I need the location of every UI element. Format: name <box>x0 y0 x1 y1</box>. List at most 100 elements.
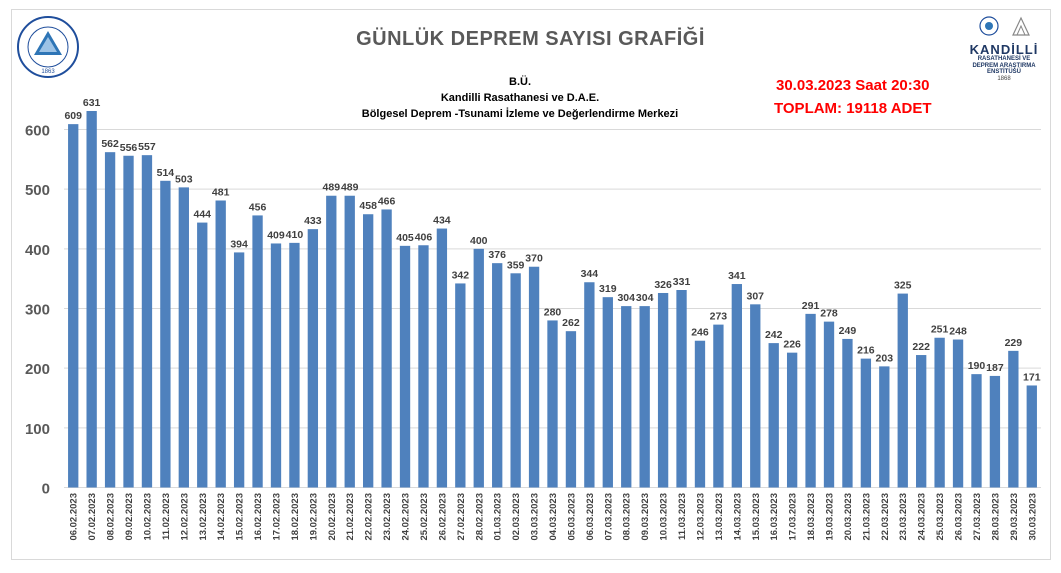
x-tick-label: 14.03.2023 <box>732 493 743 541</box>
subtitle-center: Bölgesel Deprem -Tsunami İzleme ve Değer… <box>361 108 679 120</box>
x-tick-label: 20.03.2023 <box>843 493 854 541</box>
bar <box>621 306 632 488</box>
bar <box>362 214 374 488</box>
x-tick-label: 27.03.2023 <box>972 493 983 541</box>
kandilli-line3: ENSTİTÜSÜ <box>986 69 1021 75</box>
x-tick-label: 20.02.2023 <box>327 493 338 541</box>
x-tick-label: 26.02.2023 <box>437 493 448 541</box>
kandilli-emblem-icon <box>979 16 1030 36</box>
x-tick-label: 21.03.2023 <box>861 493 872 541</box>
x-tick-label: 11.03.2023 <box>677 493 688 540</box>
chart-title: GÜNLÜK DEPREM SAYISI GRAFİĞİ <box>356 28 705 50</box>
x-tick-label: 16.03.2023 <box>769 493 780 541</box>
data-label: 458 <box>359 200 377 212</box>
x-tick-label: 10.02.2023 <box>142 493 153 541</box>
bar <box>270 243 282 488</box>
data-label: 562 <box>101 138 119 150</box>
x-tick-label: 07.03.2023 <box>603 493 614 541</box>
x-tick-label: 25.03.2023 <box>935 493 946 541</box>
x-tick-label: 17.03.2023 <box>788 493 799 541</box>
y-tick-label: 300 <box>25 302 50 319</box>
x-tick-label: 06.02.2023 <box>69 493 80 541</box>
x-tick-label: 03.03.2023 <box>530 493 541 541</box>
bar <box>584 282 595 488</box>
y-tick-label: 0 <box>42 481 50 498</box>
bar <box>750 304 761 488</box>
bar <box>565 331 577 488</box>
x-tick-label: 06.03.2023 <box>585 493 596 541</box>
y-tick-label: 200 <box>25 361 50 378</box>
x-tick-label: 10.03.2023 <box>659 493 670 541</box>
bar <box>694 340 706 488</box>
bar <box>952 339 964 488</box>
x-tick-label: 22.02.2023 <box>364 493 375 541</box>
x-tick-label: 18.02.2023 <box>290 493 301 541</box>
bar <box>731 284 743 488</box>
data-label: 370 <box>525 253 543 265</box>
x-tick-label: 12.02.2023 <box>179 493 190 541</box>
bar <box>289 242 300 488</box>
bar <box>786 352 798 488</box>
bar <box>897 293 908 488</box>
y-tick-label: 600 <box>25 123 50 140</box>
bar <box>805 313 816 488</box>
bar <box>141 155 153 488</box>
bar <box>492 263 503 488</box>
bar <box>1008 350 1019 488</box>
bar <box>233 252 245 488</box>
x-tick-label: 21.02.2023 <box>345 493 356 541</box>
data-label: 409 <box>267 229 285 241</box>
x-tick-label: 24.03.2023 <box>917 493 928 541</box>
bar <box>989 375 1001 488</box>
bar <box>528 266 540 488</box>
kandilli-name: KANDİLLİ <box>969 42 1039 57</box>
x-tick-label: 12.03.2023 <box>695 493 706 541</box>
bar <box>547 320 558 488</box>
data-label: 319 <box>599 283 617 295</box>
bar <box>436 228 448 488</box>
x-tick-label: 28.03.2023 <box>990 493 1001 541</box>
data-label: 248 <box>949 326 967 338</box>
bar <box>879 366 890 488</box>
bar <box>916 355 927 488</box>
x-tick-label: 02.03.2023 <box>511 493 522 541</box>
bar <box>307 229 319 488</box>
bar <box>676 290 687 488</box>
data-label: 444 <box>193 209 211 221</box>
data-label: 246 <box>691 327 709 339</box>
data-label: 489 <box>323 182 341 194</box>
bar <box>768 343 779 488</box>
data-label: 344 <box>581 268 599 280</box>
bar <box>178 187 189 488</box>
data-label: 326 <box>654 279 672 291</box>
data-label: 251 <box>931 324 949 336</box>
data-label: 400 <box>470 235 488 247</box>
data-label: 557 <box>138 141 156 153</box>
data-label: 394 <box>230 238 248 250</box>
data-label: 405 <box>396 232 414 244</box>
bar <box>86 111 97 488</box>
bar <box>123 155 134 488</box>
x-tick-label: 19.03.2023 <box>825 493 836 541</box>
subtitle-org: Kandilli Rasathanesi ve D.A.E. <box>440 92 600 104</box>
data-label: 433 <box>304 215 322 227</box>
x-tick-label: 13.03.2023 <box>714 493 725 541</box>
kandilli-line2: DEPREM ARAŞTIRMA <box>972 62 1036 69</box>
x-tick-label: 14.02.2023 <box>216 493 227 541</box>
x-tick-label: 30.03.2023 <box>1027 493 1038 541</box>
bar <box>381 209 392 488</box>
total-count: TOPLAM: 19118 ADET <box>774 100 932 117</box>
bar <box>399 245 411 488</box>
kandilli-line1: RASATHANESİ VE <box>977 56 1031 62</box>
bar <box>657 292 669 488</box>
data-label: 291 <box>802 300 820 312</box>
data-label: 307 <box>747 290 765 302</box>
bar <box>473 248 484 488</box>
data-label: 249 <box>839 325 857 337</box>
kandilli-logo: KANDİLLİ RASATHANESİ VE DEPREM ARAŞTIRMA… <box>964 14 1044 82</box>
x-tick-label: 07.02.2023 <box>87 493 98 541</box>
bar <box>510 273 521 488</box>
bar <box>104 152 116 488</box>
bar <box>860 358 872 488</box>
data-label: 242 <box>765 329 783 341</box>
